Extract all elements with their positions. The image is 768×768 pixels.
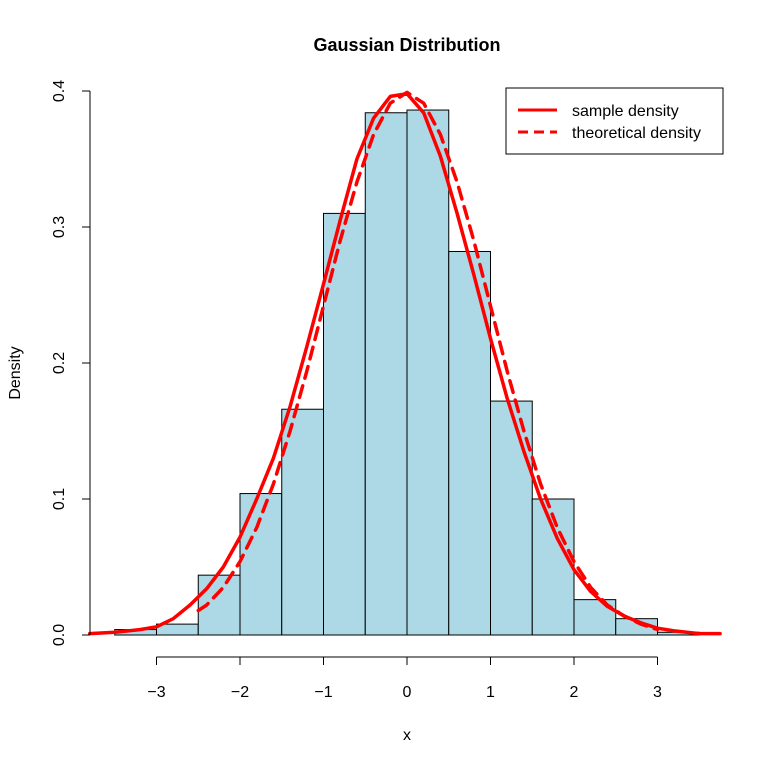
x-tick-label-0: −3	[147, 684, 165, 701]
series-line-1	[196, 90, 660, 632]
x-tick-label-4: 1	[486, 684, 495, 701]
x-axis: −3 −2 −1 0 1 2 3	[147, 656, 662, 701]
chart-title: Gaussian Distribution	[313, 35, 500, 55]
x-tick-label-6: 3	[653, 684, 662, 701]
legend-label-theoretical: theoretical density	[572, 125, 701, 142]
x-tick-label-2: −1	[314, 684, 332, 701]
legend-label-sample: sample density	[572, 103, 679, 120]
y-tick-label-0: 0.0	[51, 624, 68, 646]
x-tick-label-1: −2	[231, 684, 249, 701]
legend-box	[505, 87, 724, 155]
x-tick-label-5: 2	[570, 684, 579, 701]
legend: sample density theoretical density	[505, 87, 724, 155]
histogram-bar-10	[531, 498, 575, 636]
x-axis-label: x	[403, 727, 411, 744]
y-axis-label: Density	[7, 346, 24, 399]
y-tick-label-4: 0.4	[51, 80, 68, 102]
y-tick-label-2: 0.2	[51, 352, 68, 374]
histogram-bar-7	[406, 109, 450, 636]
density-lines	[87, 90, 722, 636]
histogram-bar-6	[364, 112, 408, 636]
histogram-bar-4	[281, 408, 324, 636]
y-axis: 0.0 0.1 0.2 0.3 0.4	[51, 80, 91, 646]
histogram-bar-1	[156, 623, 199, 636]
y-tick-label-3: 0.3	[51, 216, 68, 238]
histogram-bar-9	[490, 400, 533, 636]
histogram-bar-3	[239, 493, 283, 636]
x-tick-label-3: 0	[403, 684, 412, 701]
y-tick-label-1: 0.1	[51, 488, 68, 510]
